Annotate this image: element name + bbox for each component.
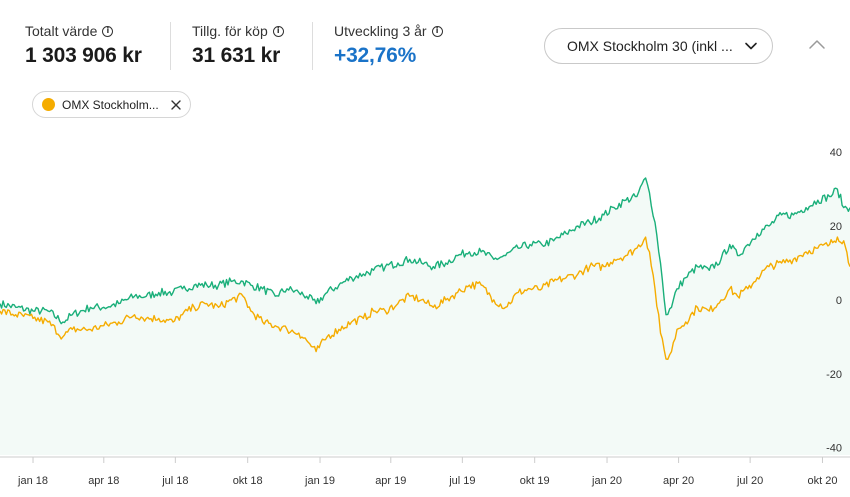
x-tick-label: apr 20 — [663, 475, 694, 487]
x-tick-label: jan 19 — [304, 475, 335, 487]
stat-total-value: Totalt värde i 1 303 906 kr — [25, 22, 142, 68]
index-select-dropdown[interactable]: OMX Stockholm 30 (inkl ... — [544, 28, 773, 64]
x-tick-label: okt 20 — [807, 475, 837, 487]
y-tick-label: 0 — [836, 295, 842, 307]
x-tick-label: jul 18 — [161, 475, 188, 487]
chevron-down-icon — [745, 42, 757, 50]
stat-label: Utveckling 3 år — [334, 23, 427, 39]
stat-available-to-buy: Tillg. för köp i 31 631 kr — [192, 22, 284, 68]
y-tick-label: 40 — [830, 147, 842, 159]
index-series-line — [0, 236, 850, 360]
x-tick-label: okt 18 — [233, 475, 263, 487]
stat-value: +32,76% — [334, 44, 417, 67]
info-icon[interactable]: i — [272, 25, 284, 37]
stat-label: Totalt värde — [25, 23, 98, 39]
x-tick-label: jan 18 — [17, 475, 48, 487]
chevron-up-icon[interactable] — [806, 36, 828, 54]
x-tick-label: jan 20 — [591, 475, 622, 487]
stat-value: 1 303 906 kr — [25, 44, 142, 67]
comparison-chip: OMX Stockholm... — [32, 91, 191, 118]
stat-value: 31 631 kr — [192, 44, 281, 67]
x-tick-label: apr 19 — [375, 475, 406, 487]
divider — [170, 22, 171, 70]
portfolio-series-line — [0, 177, 850, 325]
stat-label: Tillg. för köp — [192, 23, 268, 39]
chip-label: OMX Stockholm... — [62, 97, 159, 112]
x-tick-label: apr 18 — [88, 475, 119, 487]
x-tick-label: okt 19 — [520, 475, 550, 487]
info-icon[interactable]: i — [102, 25, 114, 37]
index-select-value: OMX Stockholm 30 (inkl ... — [567, 38, 733, 54]
y-tick-label: 20 — [830, 221, 842, 233]
x-tick-label: jul 20 — [736, 475, 763, 487]
x-tick-label: jul 19 — [448, 475, 475, 487]
y-tick-label: -40 — [826, 443, 842, 455]
stat-development-3y: Utveckling 3 år i +32,76% — [334, 22, 443, 68]
divider — [312, 22, 313, 70]
close-icon[interactable] — [170, 99, 182, 111]
info-icon[interactable]: i — [431, 25, 443, 37]
y-tick-label: -20 — [826, 369, 842, 381]
series-color-dot — [42, 98, 55, 111]
